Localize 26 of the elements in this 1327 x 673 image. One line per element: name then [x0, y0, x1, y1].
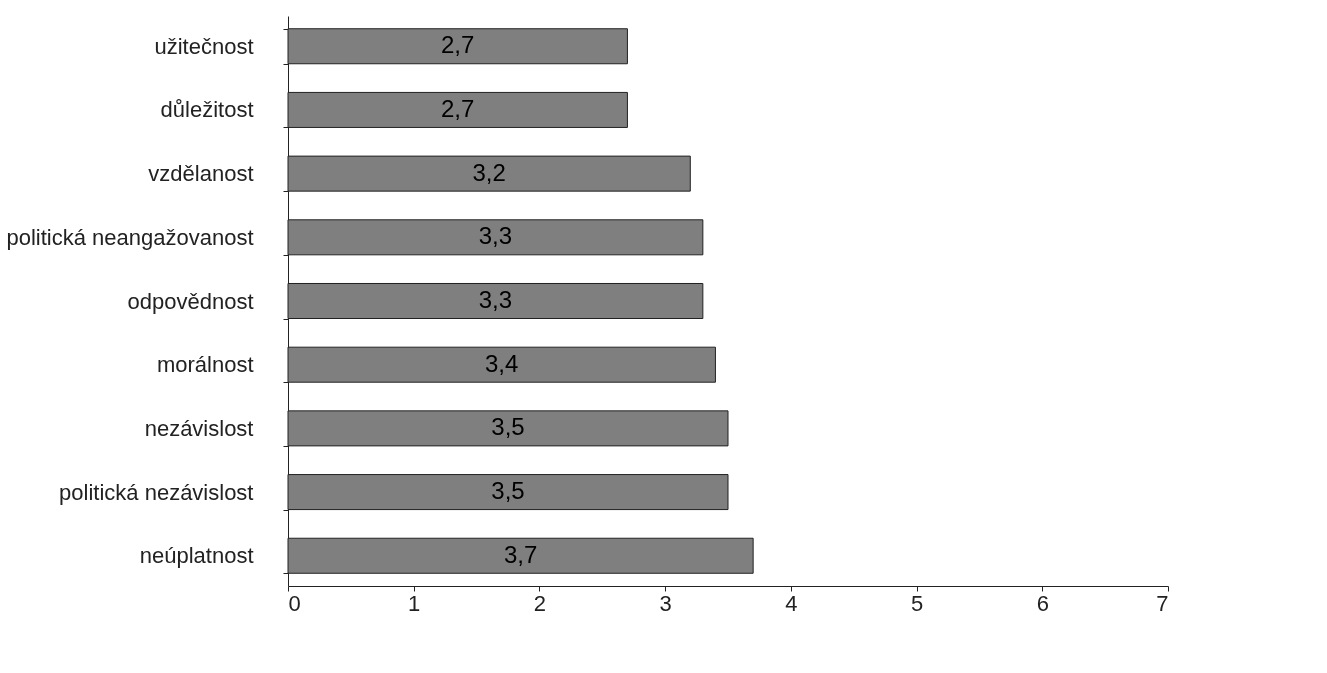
- data-label: 3,7: [503, 540, 538, 568]
- data-label: 3,2: [472, 158, 506, 186]
- y-tick-label: politická nezávislost: [59, 479, 254, 505]
- y-tick-label: odpovědnost: [127, 288, 254, 314]
- data-label: 3,3: [478, 286, 513, 313]
- data-label: 3,5: [491, 413, 525, 441]
- y-tick-label: neúplatnost: [139, 543, 254, 569]
- x-tick-label: 2: [533, 590, 547, 616]
- data-label: 2,7: [441, 94, 475, 122]
- x-tick-label: 5: [910, 590, 924, 616]
- x-tick-label: 3: [659, 590, 672, 616]
- y-tick-label: morálnost: [156, 352, 254, 378]
- data-label: 2,7: [441, 31, 475, 59]
- y-tick-label: vzdělanost: [148, 161, 254, 187]
- y-tick-label: nezávislost: [144, 415, 254, 441]
- y-tick-label: politická neangažovanost: [6, 224, 254, 250]
- x-tick-label: 1: [408, 590, 421, 616]
- y-tick-label: důležitost: [160, 97, 254, 123]
- y-tick-label: užitečnost: [154, 33, 254, 59]
- x-tick-label: 4: [785, 590, 798, 616]
- x-tick-label: 0: [288, 590, 301, 616]
- x-tick-label: 7: [1156, 590, 1169, 616]
- data-label: 3,5: [491, 477, 525, 505]
- x-tick-label: 6: [1036, 590, 1049, 616]
- data-label: 3,3: [478, 222, 513, 250]
- data-label: 3,4: [485, 349, 519, 377]
